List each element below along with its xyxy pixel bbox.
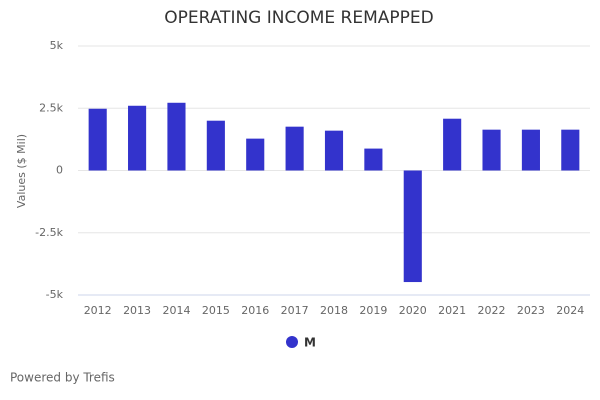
bar [443, 118, 462, 171]
y-axis-label: Values ($ Mil) [15, 134, 28, 208]
x-tick-label: 2021 [438, 304, 466, 317]
y-tick-label: 5k [50, 39, 64, 52]
x-tick-label: 2017 [281, 304, 309, 317]
bar [206, 120, 225, 171]
bar [561, 129, 580, 171]
credit: Powered by Trefis [10, 371, 115, 385]
y-tick-label: 0 [56, 164, 63, 177]
legend-marker [286, 336, 298, 348]
x-tick-label: 2023 [517, 304, 545, 317]
x-tick-label: 2022 [478, 304, 506, 317]
bar [324, 130, 344, 171]
y-tick-label: 2.5k [39, 101, 63, 114]
x-tick-label: 2018 [320, 304, 348, 317]
bar [167, 102, 186, 171]
x-tick-label: 2024 [556, 304, 584, 317]
legend-label: M [304, 336, 316, 350]
x-tick-label: 2020 [399, 304, 427, 317]
chart-title: OPERATING INCOME REMAPPED [164, 8, 433, 28]
x-tick-label: 2014 [162, 304, 190, 317]
x-tick-label: 2016 [241, 304, 269, 317]
bar [88, 108, 107, 171]
x-tick-label: 2013 [123, 304, 151, 317]
bar [285, 126, 304, 171]
bar [482, 129, 501, 171]
y-tick-label: -2.5k [35, 226, 63, 239]
x-tick-label: 2012 [84, 304, 112, 317]
bar [128, 105, 147, 171]
bar [246, 138, 265, 171]
bar [521, 129, 540, 171]
y-tick-label: -5k [46, 288, 64, 301]
x-tick-label: 2015 [202, 304, 230, 317]
bar [364, 148, 383, 171]
bar [403, 170, 422, 283]
x-tick-label: 2019 [359, 304, 387, 317]
